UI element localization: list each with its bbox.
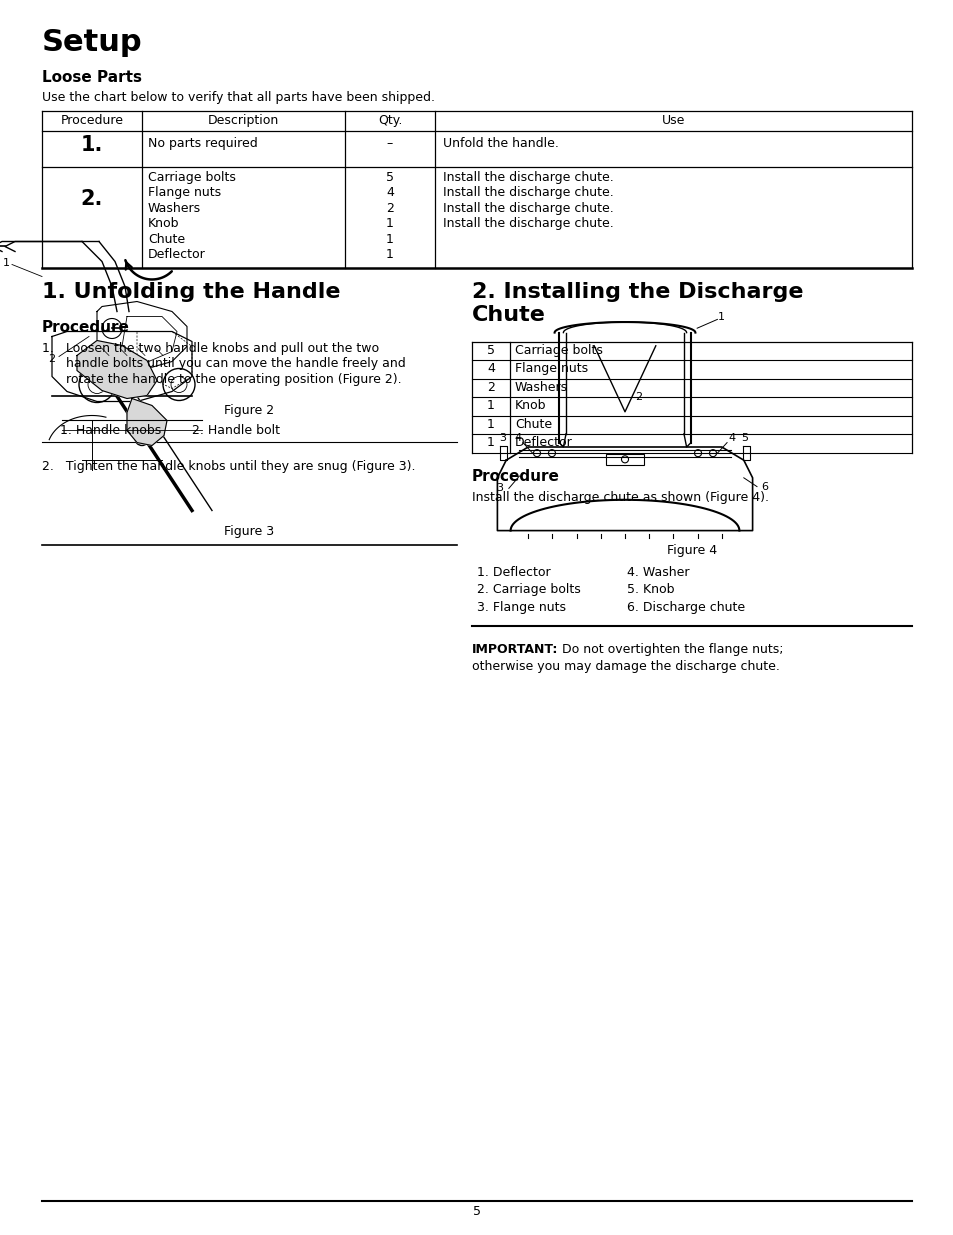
- Text: Install the discharge chute.: Install the discharge chute.: [442, 186, 613, 200]
- Text: 1: 1: [386, 217, 394, 231]
- Text: Description: Description: [208, 114, 279, 127]
- Text: rotate the handle to the operating position (Figure 2).: rotate the handle to the operating posit…: [42, 373, 401, 387]
- Text: –: –: [387, 137, 393, 149]
- Text: Loose Parts: Loose Parts: [42, 70, 142, 85]
- Text: 6. Discharge chute: 6. Discharge chute: [626, 601, 744, 614]
- Text: 1.   Loosen the two handle knobs and pull out the two: 1. Loosen the two handle knobs and pull …: [42, 342, 378, 354]
- Text: 5: 5: [486, 345, 495, 357]
- Text: Setup: Setup: [42, 28, 143, 57]
- Text: 1. Unfolding the Handle: 1. Unfolding the Handle: [42, 282, 340, 303]
- Text: Flange nuts: Flange nuts: [515, 363, 587, 375]
- Text: IMPORTANT:: IMPORTANT:: [472, 643, 558, 657]
- Text: 2. Handle bolt: 2. Handle bolt: [192, 425, 280, 437]
- Text: 2: 2: [49, 354, 55, 364]
- Text: Flange nuts: Flange nuts: [148, 186, 221, 200]
- Text: 1: 1: [3, 258, 10, 268]
- Text: 6: 6: [760, 482, 767, 492]
- Text: Do not overtighten the flange nuts;: Do not overtighten the flange nuts;: [554, 643, 782, 657]
- Text: Install the discharge chute as shown (Figure 4).: Install the discharge chute as shown (Fi…: [472, 492, 768, 504]
- Text: 1: 1: [487, 417, 495, 431]
- Text: Carriage bolts: Carriage bolts: [515, 345, 602, 357]
- Text: Knob: Knob: [515, 399, 546, 412]
- Text: Washers: Washers: [515, 382, 568, 394]
- Text: 5: 5: [386, 170, 394, 184]
- Text: 2: 2: [487, 382, 495, 394]
- Text: Use: Use: [661, 114, 684, 127]
- Text: 4: 4: [386, 186, 394, 200]
- Text: 1. Handle knobs: 1. Handle knobs: [60, 425, 161, 437]
- Text: Procedure: Procedure: [42, 320, 130, 335]
- Text: 4: 4: [487, 363, 495, 375]
- Text: Install the discharge chute.: Install the discharge chute.: [442, 203, 613, 215]
- Text: No parts required: No parts required: [148, 137, 257, 149]
- Text: 2.: 2.: [81, 189, 103, 209]
- Text: Knob: Knob: [148, 217, 179, 231]
- Text: Figure 4: Figure 4: [666, 543, 717, 557]
- Text: Use the chart below to verify that all parts have been shipped.: Use the chart below to verify that all p…: [42, 91, 435, 104]
- Text: Deflector: Deflector: [515, 436, 572, 450]
- Text: Chute: Chute: [148, 233, 185, 246]
- Text: 1. Deflector: 1. Deflector: [476, 566, 550, 579]
- Text: Figure 3: Figure 3: [224, 526, 274, 538]
- Polygon shape: [127, 399, 167, 446]
- Text: 1: 1: [386, 233, 394, 246]
- Text: 2.   Tighten the handle knobs until they are snug (Figure 3).: 2. Tighten the handle knobs until they a…: [42, 461, 416, 473]
- Text: Deflector: Deflector: [148, 248, 206, 262]
- Text: 2. Carriage bolts: 2. Carriage bolts: [476, 583, 580, 597]
- Text: 2. Installing the Discharge
Chute: 2. Installing the Discharge Chute: [472, 282, 802, 325]
- Text: Carriage bolts: Carriage bolts: [148, 170, 235, 184]
- Text: Procedure: Procedure: [472, 469, 559, 484]
- Text: Install the discharge chute.: Install the discharge chute.: [442, 217, 613, 231]
- Text: 5: 5: [740, 433, 747, 443]
- Text: Procedure: Procedure: [60, 114, 123, 127]
- Text: Install the discharge chute.: Install the discharge chute.: [442, 170, 613, 184]
- Text: 1.: 1.: [81, 135, 103, 156]
- Text: handle bolts until you can move the handle freely and: handle bolts until you can move the hand…: [42, 357, 405, 370]
- Text: Chute: Chute: [515, 417, 552, 431]
- Text: 4. Washer: 4. Washer: [626, 566, 689, 579]
- Text: Qty.: Qty.: [377, 114, 402, 127]
- Text: Figure 2: Figure 2: [224, 405, 274, 417]
- Text: 1: 1: [487, 436, 495, 450]
- Text: 1: 1: [386, 248, 394, 262]
- Text: 4: 4: [514, 433, 520, 443]
- Text: otherwise you may damage the discharge chute.: otherwise you may damage the discharge c…: [472, 659, 779, 673]
- Text: 5. Knob: 5. Knob: [626, 583, 674, 597]
- Text: Washers: Washers: [148, 203, 201, 215]
- Text: 2: 2: [634, 391, 641, 401]
- Text: 5: 5: [473, 1205, 480, 1218]
- Text: 1: 1: [718, 311, 724, 322]
- Text: Unfold the handle.: Unfold the handle.: [442, 137, 558, 149]
- Text: 1: 1: [487, 399, 495, 412]
- Text: 4: 4: [728, 433, 735, 443]
- Text: 3. Flange nuts: 3. Flange nuts: [476, 601, 565, 614]
- Text: 3: 3: [498, 433, 506, 443]
- Text: 2: 2: [386, 203, 394, 215]
- Polygon shape: [77, 341, 157, 399]
- Text: 3: 3: [497, 483, 503, 493]
